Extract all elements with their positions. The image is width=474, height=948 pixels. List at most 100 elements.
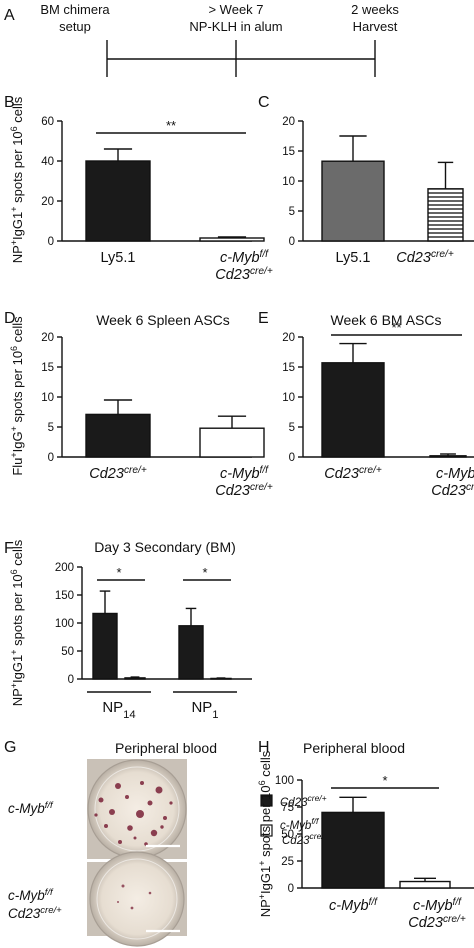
- spot-cluster-cmyb: [94, 781, 173, 846]
- chart-title: Peripheral blood: [303, 740, 405, 756]
- legend-label-cmyb-line1: c-Mybf/f: [280, 816, 320, 832]
- y-tick-label: 5: [289, 206, 295, 218]
- y-tick-label: 0: [289, 452, 295, 464]
- well-photo-cmyb: [87, 759, 187, 859]
- panel-letter-h: H: [258, 739, 270, 756]
- chart-panel-c: C 0 5 10 15 20 Ly5.1 Cd23cre/+: [258, 94, 474, 266]
- bar: [399, 880, 451, 889]
- chart-layer: BNP+IgG1+ spots per 106 cells0204060Ly5.…: [4, 94, 474, 931]
- y-tick-label: 20: [282, 332, 295, 344]
- panel-g-title: Peripheral blood: [115, 740, 217, 756]
- bar: [321, 362, 385, 458]
- chart-panel-b: BNP+IgG1+ spots per 106 cells 0 20 40 60 Ly5.…: [4, 94, 273, 283]
- significance-label: *: [202, 565, 207, 580]
- y-tick-label: 10: [282, 392, 295, 404]
- category-label: Ly5.1: [101, 250, 136, 266]
- bar: [429, 455, 467, 458]
- timeline-label-1-line1: BM chimera: [40, 2, 110, 17]
- y-tick-label: 20: [41, 196, 54, 208]
- timeline-label-3-line2: Harvest: [353, 19, 398, 34]
- chart-title: Day 3 Secondary (BM): [94, 539, 236, 555]
- y-tick-label: 0: [68, 674, 74, 686]
- category-label-line1: c-Mybf/f: [220, 465, 269, 483]
- y-tick-label: 15: [282, 146, 295, 158]
- panel-letter-c: C: [258, 94, 270, 111]
- category-label-line1: c-Mybf/f: [436, 465, 474, 483]
- panel-letter-d: D: [4, 310, 16, 327]
- category-label: Cd23cre/+: [324, 465, 382, 483]
- y-tick-label: 25: [281, 856, 294, 868]
- panel-letter-f: F: [4, 540, 14, 557]
- legend-swatch-cmyb: [260, 824, 273, 837]
- bar: [199, 237, 265, 242]
- y-tick-label: 0: [48, 452, 54, 464]
- y-tick-label: 15: [41, 362, 54, 374]
- y-axis-title: NP+IgG1+ spots per 106 cells: [9, 539, 25, 706]
- panel-g-row-label-2-line2: Cd23cre/+: [8, 905, 62, 922]
- category-label-line2: Cd23cre/+: [408, 914, 466, 932]
- spot-cluster-cmyb-cd23: [117, 884, 152, 910]
- y-tick-label: 50: [61, 646, 74, 658]
- legend-swatch-cd23: [260, 794, 273, 807]
- y-tick-label: 5: [48, 422, 54, 434]
- chart-title: Week 6 BM ASCs: [330, 312, 441, 328]
- bar: [199, 427, 265, 458]
- y-axis-title: Flu+IgG+ spots per 106 cells: [9, 316, 25, 476]
- bar: [321, 811, 385, 889]
- chart-panel-f: F Day 3 Secondary (BM) NP+IgG1+ spots per …: [4, 539, 252, 721]
- chart-panel-d: D Week 6 Spleen ASCs Flu+IgG+ spots per 10…: [4, 310, 273, 499]
- y-axis-title: NP+IgG1+ spots per 106 cells: [257, 750, 273, 917]
- legend-panel-f: Cd23cre/+ c-Mybf/f Cd23cre/+: [260, 793, 329, 847]
- y-tick-label: 20: [282, 116, 295, 128]
- significance-label: *: [382, 773, 387, 788]
- significance-label: **: [166, 118, 176, 133]
- well-photo-cmyb-cd23: [87, 851, 187, 947]
- legend-label-cmyb-line2: Cd23cre/+: [282, 831, 329, 847]
- y-tick-label: 60: [41, 116, 54, 128]
- bar: [85, 160, 151, 242]
- chart-title: Week 6 Spleen ASCs: [96, 312, 230, 328]
- category-label-line1: c-Mybf/f: [413, 897, 462, 915]
- bar: [321, 160, 385, 242]
- panel-g-row-label-1: c-Mybf/f: [8, 800, 54, 817]
- category-label: Cd23cre/+: [396, 249, 454, 267]
- timeline-label-2-line1: > Week 7: [208, 2, 263, 17]
- category-label: c-Mybf/f: [329, 897, 378, 915]
- y-tick-label: 15: [282, 362, 295, 374]
- timeline-panel-a: A BM chimera setup > Week 7 NP-KLH in al…: [4, 2, 399, 77]
- y-tick-label: 5: [289, 422, 295, 434]
- panel-letter-b: B: [4, 94, 15, 111]
- y-tick-label: 40: [41, 156, 54, 168]
- category-label-line1: c-Mybf/f: [220, 249, 269, 267]
- y-tick-label: 0: [48, 236, 54, 248]
- y-tick-label: 100: [275, 775, 294, 787]
- category-label-line2: Cd23cre/+: [215, 266, 273, 284]
- bar: [85, 413, 151, 458]
- photo-panel-g: G Peripheral blood: [4, 739, 217, 947]
- category-label-line2: Cd23cre/+: [431, 482, 474, 500]
- y-tick-label: 0: [289, 236, 295, 248]
- timeline-label-2-line2: NP-KLH in alum: [189, 19, 282, 34]
- group-label: NP1: [191, 699, 218, 721]
- chart-panel-h: H Peripheral blood NP+IgG1+ spots per 106 …: [257, 739, 474, 931]
- category-label: Cd23cre/+: [89, 465, 147, 483]
- bar: [178, 625, 204, 680]
- panel-letter-g: G: [4, 739, 16, 756]
- timeline-label-3-line1: 2 weeks: [351, 2, 399, 17]
- significance-label: *: [116, 565, 121, 580]
- bar: [92, 612, 118, 680]
- category-label-line2: Cd23cre/+: [215, 482, 273, 500]
- panel-letter-e: E: [258, 310, 269, 327]
- y-axis-title: NP+IgG1+ spots per 106 cells: [9, 96, 25, 263]
- panel-g-row-label-2-line1: c-Mybf/f: [8, 887, 54, 904]
- timeline-label-1-line2: setup: [59, 19, 91, 34]
- y-tick-label: 100: [55, 618, 74, 630]
- significance-label: **: [391, 320, 401, 335]
- bar: [124, 677, 146, 680]
- category-label: Ly5.1: [336, 250, 371, 266]
- panel-letter-a: A: [4, 7, 15, 24]
- y-tick-label: 10: [41, 392, 54, 404]
- y-tick-label: 50: [281, 829, 294, 841]
- y-tick-label: 20: [41, 332, 54, 344]
